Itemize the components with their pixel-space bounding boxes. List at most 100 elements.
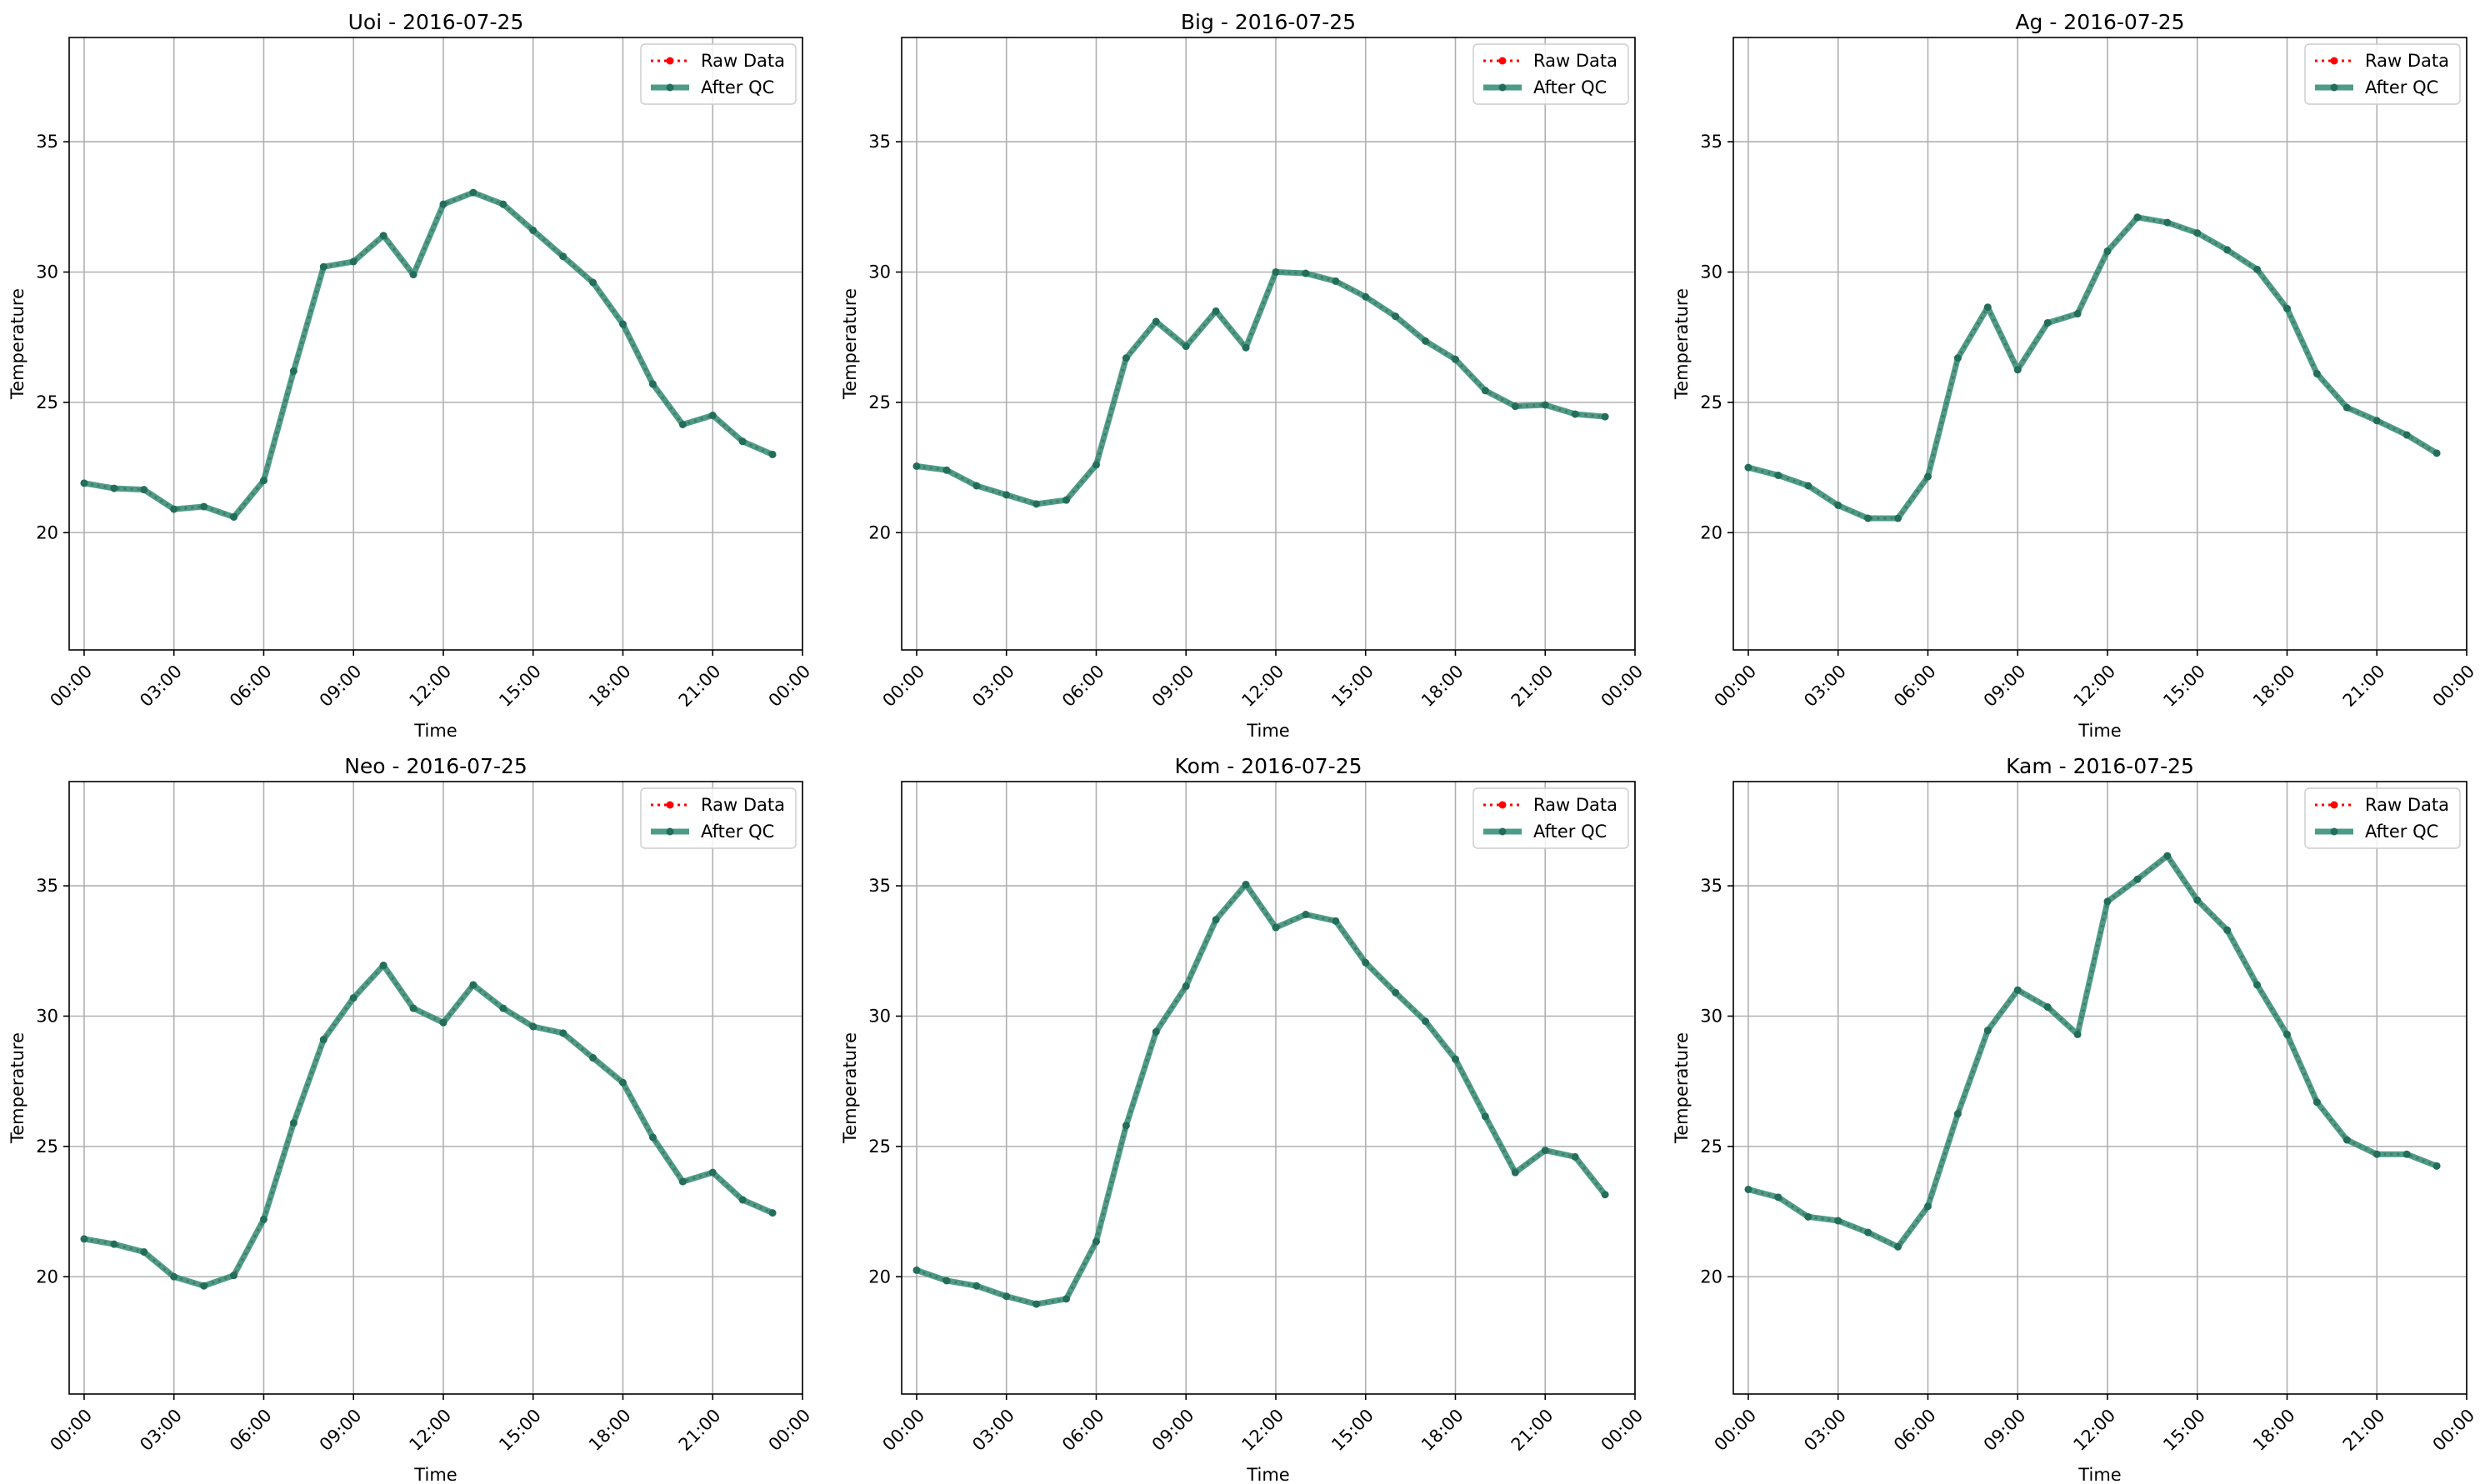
after-qc-point <box>1182 982 1190 991</box>
after-qc-point <box>1541 1147 1549 1155</box>
after-qc-point <box>1923 1202 1932 1211</box>
y-axis-label: Temperature <box>840 1032 860 1144</box>
after-qc-point <box>768 1209 777 1217</box>
after-qc-point <box>589 278 598 287</box>
plot-frame <box>1732 37 2468 651</box>
after-qc-point <box>1953 1110 1962 1118</box>
after-qc-point <box>2013 986 2022 994</box>
after-qc-point <box>2163 218 2172 227</box>
after-qc-point <box>1864 514 1872 522</box>
after-qc-point <box>2432 1162 2441 1170</box>
plot-frame <box>901 781 1636 1395</box>
after-qc-point <box>259 477 268 485</box>
y-tick-label: 25 <box>36 392 58 412</box>
after-qc-point <box>1571 1152 1579 1161</box>
y-tick-label: 30 <box>868 262 891 282</box>
after-qc-point <box>1864 1228 1872 1237</box>
x-tick-label: 00:00 <box>1598 1405 1648 1455</box>
x-tick-label: 18:00 <box>585 1405 635 1455</box>
after-qc-point <box>1392 312 1400 321</box>
legend-qc-marker <box>1498 827 1507 836</box>
legend-qc-label: After QC <box>701 822 774 842</box>
y-axis-label: Temperature <box>8 288 28 400</box>
after-qc-point <box>1332 917 1340 925</box>
x-tick-label: 21:00 <box>2339 661 2389 711</box>
after-qc-point <box>768 450 777 458</box>
after-qc-point <box>170 505 178 513</box>
raw-data-line <box>1748 853 2438 1249</box>
x-tick-label: 00:00 <box>878 661 928 711</box>
y-tick-label: 25 <box>1700 1137 1722 1157</box>
legend-qc-label: After QC <box>2365 822 2438 842</box>
x-tick-label: 09:00 <box>1980 1405 2030 1455</box>
after-qc-point <box>1332 277 1340 285</box>
chart-title: Uoi - 2016-07-25 <box>348 10 524 34</box>
after-qc-point <box>319 262 328 271</box>
after-qc-point <box>1422 337 1430 345</box>
x-tick-label: 09:00 <box>1148 1405 1198 1455</box>
raw-data-line <box>916 882 1607 1306</box>
x-tick-label: 03:00 <box>1800 1405 1850 1455</box>
legend-raw-label: Raw Data <box>1533 51 1618 71</box>
chart-title: Kom - 2016-07-25 <box>1175 754 1362 778</box>
x-tick-label: 12:00 <box>1238 661 1288 711</box>
x-tick-label: 15:00 <box>1328 661 1378 711</box>
x-tick-label: 03:00 <box>1800 661 1850 711</box>
after-qc-point <box>2253 265 2262 273</box>
after-qc-point <box>349 257 358 266</box>
after-qc-point <box>110 1240 118 1248</box>
x-axis-label: Time <box>413 721 457 741</box>
after-qc-point <box>1302 269 1310 277</box>
x-tick-label: 00:00 <box>2429 1405 2479 1455</box>
after-qc-point <box>2402 431 2411 439</box>
after-qc-line <box>83 189 774 520</box>
x-tick-label: 06:00 <box>1058 1405 1108 1455</box>
x-tick-label: 12:00 <box>405 661 455 711</box>
after-qc-point <box>942 1277 951 1285</box>
legend-qc-label: After QC <box>701 77 774 97</box>
x-tick-label: 18:00 <box>2249 661 2299 711</box>
x-tick-label: 06:00 <box>226 661 276 711</box>
y-tick-label: 30 <box>1700 1006 1722 1026</box>
x-tick-label: 12:00 <box>405 1405 455 1455</box>
after-qc-point <box>80 1235 88 1243</box>
after-qc-point <box>230 512 238 521</box>
after-qc-point <box>1601 412 1609 421</box>
after-qc-point <box>648 380 657 388</box>
after-qc-point <box>559 1029 568 1037</box>
y-tick-label: 30 <box>868 1006 891 1026</box>
y-tick-label: 35 <box>868 132 891 152</box>
after-qc-line <box>1748 852 2438 1250</box>
subplot-5: 00:00 03:00 06:00 09:00 12:00 15:00 18:00 21:00… <box>1672 754 2478 1484</box>
subplot-3: 00:00 03:00 06:00 09:00 12:00 15:00 18:00 21:00… <box>8 754 814 1484</box>
after-qc-point <box>2253 981 2262 989</box>
legend-qc-label: After QC <box>1533 822 1607 842</box>
after-qc-point <box>738 1196 747 1204</box>
legend-raw-marker <box>666 57 674 65</box>
after-qc-point <box>2282 304 2291 312</box>
after-qc-point <box>2193 229 2202 237</box>
after-qc-point <box>2372 1150 2381 1158</box>
after-qc-point <box>1744 463 1752 472</box>
x-tick-label: 06:00 <box>226 1405 276 1455</box>
x-tick-label: 12:00 <box>2069 661 2119 711</box>
after-qc-point <box>469 188 478 197</box>
after-qc-point <box>2342 403 2351 412</box>
after-qc-point <box>942 466 951 474</box>
x-tick-label: 00:00 <box>765 661 815 711</box>
x-tick-label: 03:00 <box>968 661 1018 711</box>
after-qc-point <box>708 1168 717 1177</box>
after-qc-point <box>1481 1112 1489 1121</box>
chart-title: Ag - 2016-07-25 <box>2015 10 2184 34</box>
x-tick-label: 09:00 <box>316 661 366 711</box>
plot-frame <box>68 37 803 651</box>
after-qc-point <box>2103 247 2112 255</box>
after-qc-point <box>1804 482 1812 490</box>
x-tick-label: 21:00 <box>2339 1405 2389 1455</box>
y-tick-label: 30 <box>36 1006 58 1026</box>
x-tick-label: 18:00 <box>1418 661 1468 711</box>
subplot-1: 00:00 03:00 06:00 09:00 12:00 15:00 18:00 21:00… <box>840 10 1647 741</box>
x-tick-label: 00:00 <box>1710 1405 1760 1455</box>
after-qc-point <box>2342 1136 2351 1144</box>
after-qc-point <box>1804 1212 1812 1221</box>
